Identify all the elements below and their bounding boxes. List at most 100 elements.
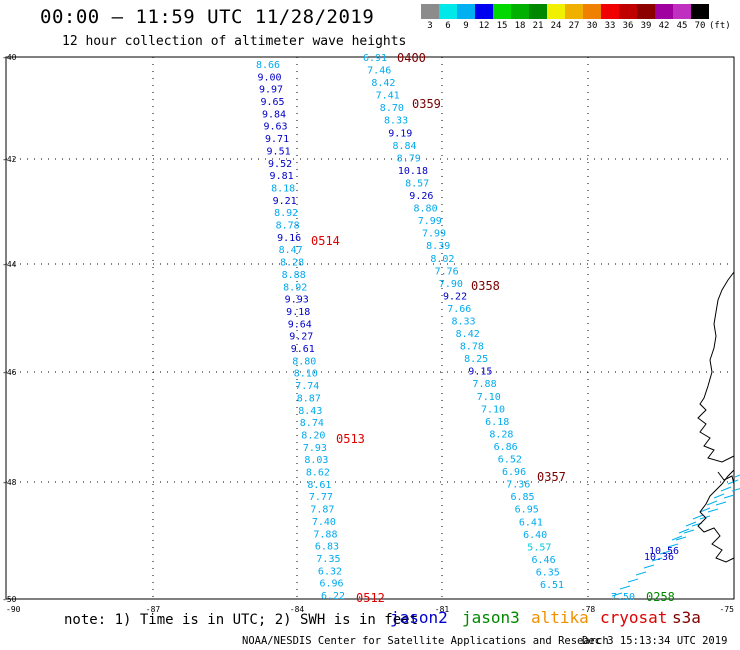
wave-height-value: 8.39 (426, 241, 450, 252)
wave-height-value: 5.57 (527, 542, 551, 553)
wave-height-value: 10.36 (644, 552, 674, 563)
pass-time-label: 0258 (646, 590, 675, 604)
track-segment (675, 536, 687, 541)
scale-label: 3 (427, 21, 433, 31)
wave-height-value: 6.52 (498, 455, 522, 466)
track-segment (715, 501, 727, 506)
wave-height-value: 8.20 (301, 430, 325, 441)
wave-height-value: 6.95 (515, 505, 539, 516)
wave-height-value: 8.70 (380, 103, 404, 114)
scale-swatch (691, 4, 709, 19)
track-segment (731, 488, 740, 492)
scale-swatch (511, 4, 529, 19)
wave-height-value: 7.76 (435, 266, 459, 277)
wave-height-value: 9.16 (277, 233, 301, 244)
wave-height-value: 6.96 (319, 579, 343, 590)
wave-height-value: 8.78 (276, 221, 300, 232)
wave-height-value: 7.93 (303, 443, 327, 454)
latitude-label: -48 (2, 478, 17, 487)
pass-time-label: 0514 (311, 234, 340, 248)
scale-label: 9 (463, 21, 469, 31)
wave-height-value: 8.88 (282, 270, 306, 281)
track-segment (667, 543, 679, 548)
wave-height-value: 9.84 (262, 109, 286, 120)
scale-swatch (673, 4, 691, 19)
longitude-label: -90 (6, 605, 21, 614)
wave-height-value: 7.10 (481, 404, 505, 415)
wave-height-value: 7.88 (473, 379, 497, 390)
scale-swatch (547, 4, 565, 19)
satellite-legend-jason3: jason3 (462, 608, 520, 627)
wave-height-value: 9.97 (259, 85, 283, 96)
wave-height-value: 9.18 (286, 307, 310, 318)
wave-height-value: 8.25 (464, 354, 488, 365)
wave-height-value: 7.99 (422, 229, 446, 240)
track-segment (706, 500, 718, 506)
longitude-label: -81 (435, 605, 450, 614)
longitude-label: -75 (720, 605, 735, 614)
map-subtitle: 12 hour collection of altimeter wave hei… (62, 34, 407, 49)
wave-height-value: 7.46 (367, 66, 391, 77)
latitude-label: -46 (2, 368, 17, 377)
wave-height-value: 8.79 (397, 153, 421, 164)
scale-swatch (565, 4, 583, 19)
scale-label: 45 (676, 21, 688, 31)
track-segment (734, 474, 740, 478)
wave-height-value: 9.21 (273, 196, 297, 207)
scale-label: 15 (496, 21, 508, 31)
scale-swatch (637, 4, 655, 19)
scale-label: 42 (658, 21, 670, 31)
scale-label: 36 (622, 21, 634, 31)
map-note: note: 1) Time is in UTC; 2) SWH is in fe… (64, 612, 419, 628)
wave-height-value: 9.15 (468, 367, 492, 378)
longitude-label: -78 (581, 605, 596, 614)
wave-height-value: 8.80 (292, 356, 316, 367)
wave-height-value: 7.87 (310, 505, 334, 516)
wave-height-value: 8.02 (430, 254, 454, 265)
satellite-legend-cryosat: cryosat (600, 608, 668, 627)
satellite-legend-s3a: s3a (672, 608, 701, 627)
wave-height-value: 7.77 (309, 492, 333, 503)
wave-height-value: 8.33 (384, 116, 408, 127)
wave-height-value: 9.27 (289, 332, 313, 343)
wave-height-value: 8.43 (298, 406, 322, 417)
wave-height-value: 6.46 (532, 555, 556, 566)
wave-height-value: 6.51 (540, 580, 564, 591)
wave-height-value: 7.50 (611, 592, 635, 603)
track-segment (659, 550, 671, 555)
scale-swatch (457, 4, 475, 19)
scale-label: 12 (478, 21, 490, 31)
wave-height-value: 9.93 (285, 295, 309, 306)
wave-height-value: 7.99 (418, 216, 442, 227)
pass-time-label: 0513 (336, 432, 365, 446)
wave-height-value: 9.81 (270, 171, 294, 182)
wave-height-value: 8.92 (283, 282, 307, 293)
wave-height-value: 8.84 (392, 141, 416, 152)
latitude-label: -44 (2, 260, 17, 269)
wave-height-value: 9.51 (267, 146, 291, 157)
wave-height-value: 8.66 (256, 60, 280, 71)
wave-height-value: 8.10 (294, 369, 318, 380)
track-segment (692, 514, 704, 520)
wave-height-value: 9.52 (268, 159, 292, 170)
wave-height-value: 9.64 (288, 319, 312, 330)
scale-label: 18 (514, 21, 526, 31)
pass-time-label: 0400 (397, 51, 426, 65)
wave-height-value: 7.90 (439, 279, 463, 290)
scale-swatch (655, 4, 673, 19)
wave-height-value: 8.74 (300, 418, 324, 429)
latitude-label: -42 (2, 155, 17, 164)
wave-height-value: 7.36 (506, 480, 530, 491)
track-segment (611, 592, 623, 597)
scale-label: 21 (532, 21, 544, 31)
wave-height-value: 8.87 (297, 393, 321, 404)
wave-height-value: 6.85 (510, 492, 534, 503)
scale-label: 6 (445, 21, 451, 31)
wave-height-value: 9.71 (265, 134, 289, 145)
wave-height-value: 6.91 (363, 53, 387, 64)
scale-swatch (619, 4, 637, 19)
wave-height-value: 8.80 (414, 204, 438, 215)
track-segment (720, 486, 732, 492)
scale-swatch (475, 4, 493, 19)
track-segment (678, 528, 690, 534)
